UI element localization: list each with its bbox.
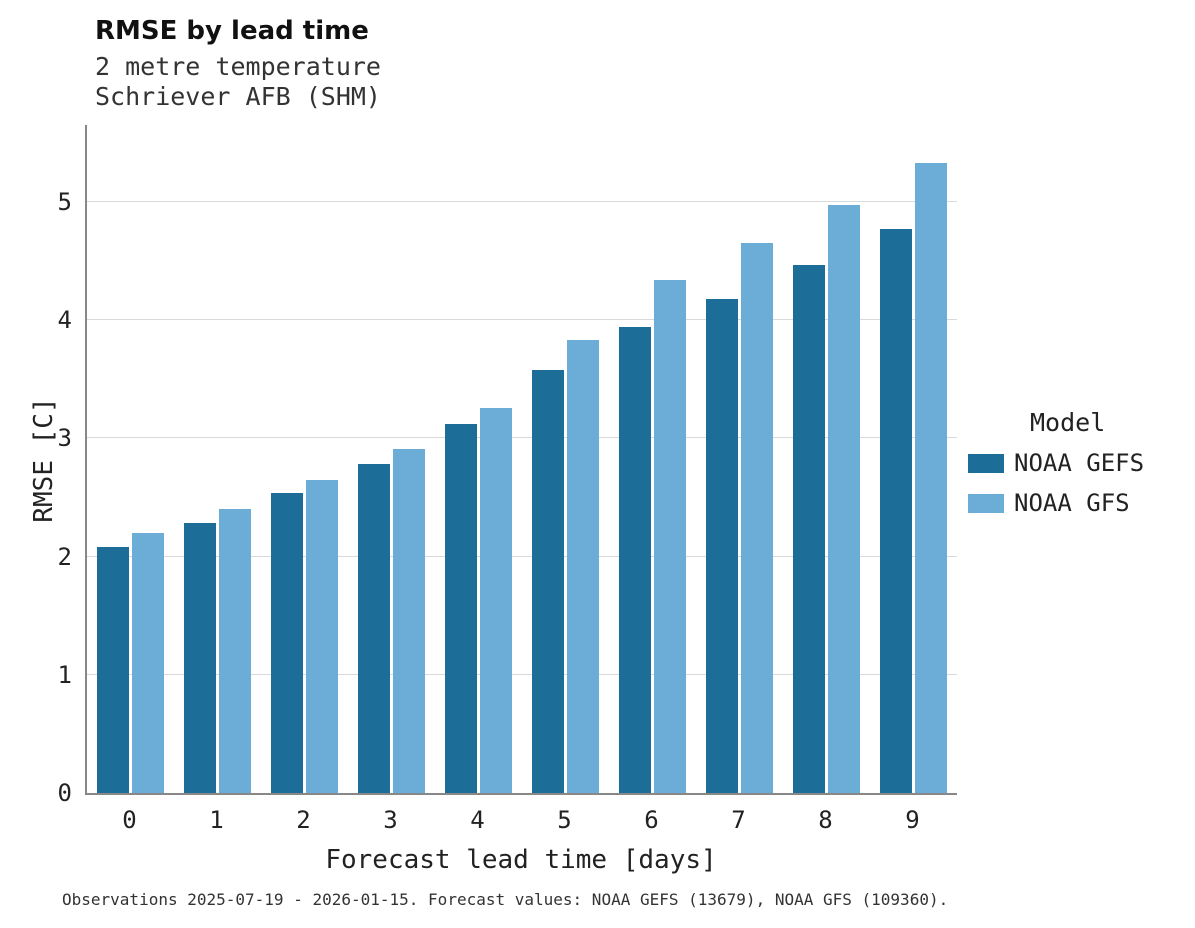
legend-entries: NOAA GEFS NOAA GFS: [968, 449, 1188, 517]
y-tick-label-5: 5: [57, 187, 72, 216]
caption: Observations 2025-07-19 - 2026-01-15. Fo…: [62, 890, 949, 909]
bar-noaa-gfs-day-1: [219, 509, 251, 793]
bar-noaa-gefs-day-9: [880, 229, 912, 793]
y-tick-label-3: 3: [57, 424, 72, 453]
bar-noaa-gefs-day-3: [358, 464, 390, 793]
x-tick-label-2: 2: [296, 806, 311, 834]
gridline-y-1: [87, 673, 957, 675]
bar-noaa-gefs-day-6: [619, 327, 651, 793]
x-tick-label-6: 6: [644, 806, 659, 834]
gridline-y-4: [87, 319, 957, 321]
x-tick-label-4: 4: [470, 806, 485, 834]
bar-noaa-gefs-day-1: [184, 523, 216, 793]
legend-entry-noaa-gefs: NOAA GEFS: [968, 449, 1188, 477]
x-axis-title: Forecast lead time [days]: [325, 845, 717, 875]
y-tick-label-4: 4: [57, 306, 72, 335]
x-tick-label-3: 3: [383, 806, 398, 834]
gridline-y-3: [87, 437, 957, 439]
chart-title: RMSE by lead time: [95, 16, 369, 46]
bar-noaa-gfs-day-4: [480, 407, 512, 793]
bar-noaa-gefs-day-4: [445, 424, 477, 793]
x-tick-label-1: 1: [209, 806, 224, 834]
legend-swatch-icon: [968, 453, 1004, 473]
y-tick-label-0: 0: [57, 779, 72, 807]
plot-area: [85, 125, 957, 795]
legend-swatch-icon: [968, 493, 1004, 513]
x-tick-labels: 0 1 2 3 4 5 6 7 8 9: [86, 806, 956, 840]
bar-noaa-gefs-day-2: [271, 492, 303, 793]
y-tick-label-1: 1: [57, 660, 72, 689]
x-tick-label-0: 0: [122, 806, 137, 834]
x-tick-label-9: 9: [905, 806, 920, 834]
gridline-y-5: [87, 200, 957, 202]
bar-noaa-gfs-day-0: [132, 532, 164, 793]
legend-label: NOAA GEFS: [1014, 449, 1145, 477]
legend-label: NOAA GFS: [1014, 489, 1130, 517]
y-tick-labels: 0 1 2 3 4 5: [0, 125, 72, 807]
x-tick-label-5: 5: [557, 806, 572, 834]
chart-subtitle-line1: 2 metre temperature: [95, 52, 381, 81]
bar-noaa-gefs-day-5: [532, 369, 564, 793]
bar-noaa-gfs-day-8: [828, 205, 860, 793]
legend-title: Model: [1030, 408, 1106, 437]
bar-noaa-gfs-day-7: [741, 243, 773, 793]
gridline-y-2: [87, 555, 957, 557]
bar-noaa-gefs-day-8: [793, 264, 825, 793]
bar-noaa-gfs-day-6: [654, 279, 686, 793]
bar-noaa-gefs-day-0: [97, 547, 129, 793]
bar-noaa-gfs-day-3: [393, 448, 425, 793]
legend: Model NOAA GEFS NOAA GFS: [968, 408, 1188, 529]
x-tick-label-8: 8: [818, 806, 833, 834]
x-tick-label-7: 7: [731, 806, 746, 834]
y-tick-label-2: 2: [57, 542, 72, 571]
bar-noaa-gfs-day-2: [306, 479, 338, 793]
bar-noaa-gfs-day-5: [567, 340, 599, 793]
legend-entry-noaa-gfs: NOAA GFS: [968, 489, 1188, 517]
bar-noaa-gfs-day-9: [915, 162, 947, 793]
chart-subtitle-line2: Schriever AFB (SHM): [95, 82, 381, 111]
bar-noaa-gefs-day-7: [706, 298, 738, 793]
